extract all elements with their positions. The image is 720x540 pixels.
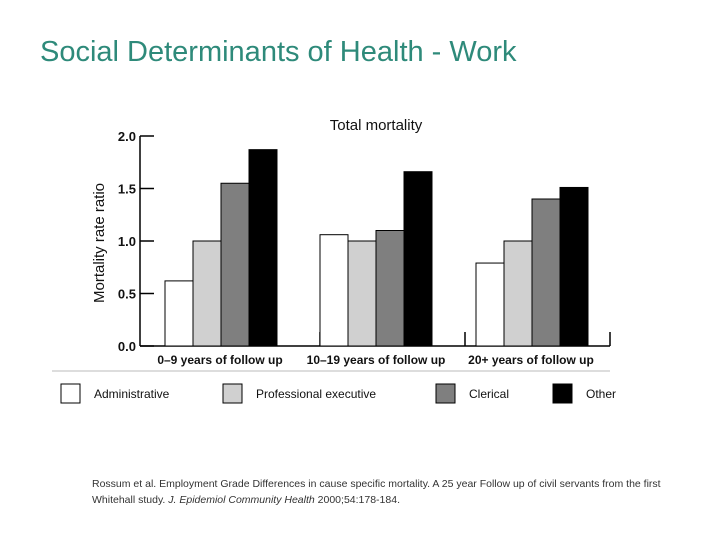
bar [347, 240, 377, 347]
x-tick-labels: 0–9 years of follow up 10–19 years of fol… [157, 353, 594, 367]
legend-swatch [552, 383, 573, 404]
chart-title: Total mortality [330, 117, 423, 134]
x-tick-label: 0–9 years of follow up [157, 353, 282, 367]
bar [164, 280, 194, 347]
bar [319, 234, 349, 347]
y-tick-label: 0.0 [118, 339, 136, 354]
legend-label: Clerical [469, 387, 509, 401]
citation-text: Rossum et al. Employment Grade Differenc… [92, 478, 661, 506]
citation-caption: Rossum et al. Employment Grade Differenc… [92, 476, 672, 508]
legend-swatch [60, 383, 81, 404]
y-tick-label: 1.0 [118, 234, 136, 249]
citation-journal: J. Epidemiol Community Health [168, 494, 315, 506]
bar [531, 198, 561, 347]
x-tick-label: 20+ years of follow up [468, 353, 594, 367]
legend-label: Administrative [94, 387, 170, 401]
bar [503, 240, 533, 347]
bar [220, 182, 250, 347]
bar [192, 240, 222, 347]
bar [403, 171, 433, 347]
x-tick-label: 10–19 years of follow up [307, 353, 446, 367]
bar [375, 230, 405, 347]
chart-bars [164, 149, 589, 347]
bar [559, 186, 589, 347]
y-tick-label: 0.5 [118, 287, 136, 302]
slide-title: Social Determinants of Health - Work [40, 36, 517, 68]
legend-label: Other [586, 387, 616, 401]
y-tick-label: 1.5 [118, 182, 136, 197]
bar [248, 149, 278, 347]
y-axis-label: Mortality rate ratio [91, 183, 108, 303]
legend-swatch [222, 383, 243, 404]
citation-volume: 2000;54:178-184. [314, 494, 400, 506]
bar [475, 262, 505, 347]
legend-swatch [435, 383, 456, 404]
chart-legend: Administrative Professional executive Cler… [60, 383, 616, 404]
legend-label: Professional executive [256, 387, 376, 401]
y-tick-label: 2.0 [118, 129, 136, 144]
